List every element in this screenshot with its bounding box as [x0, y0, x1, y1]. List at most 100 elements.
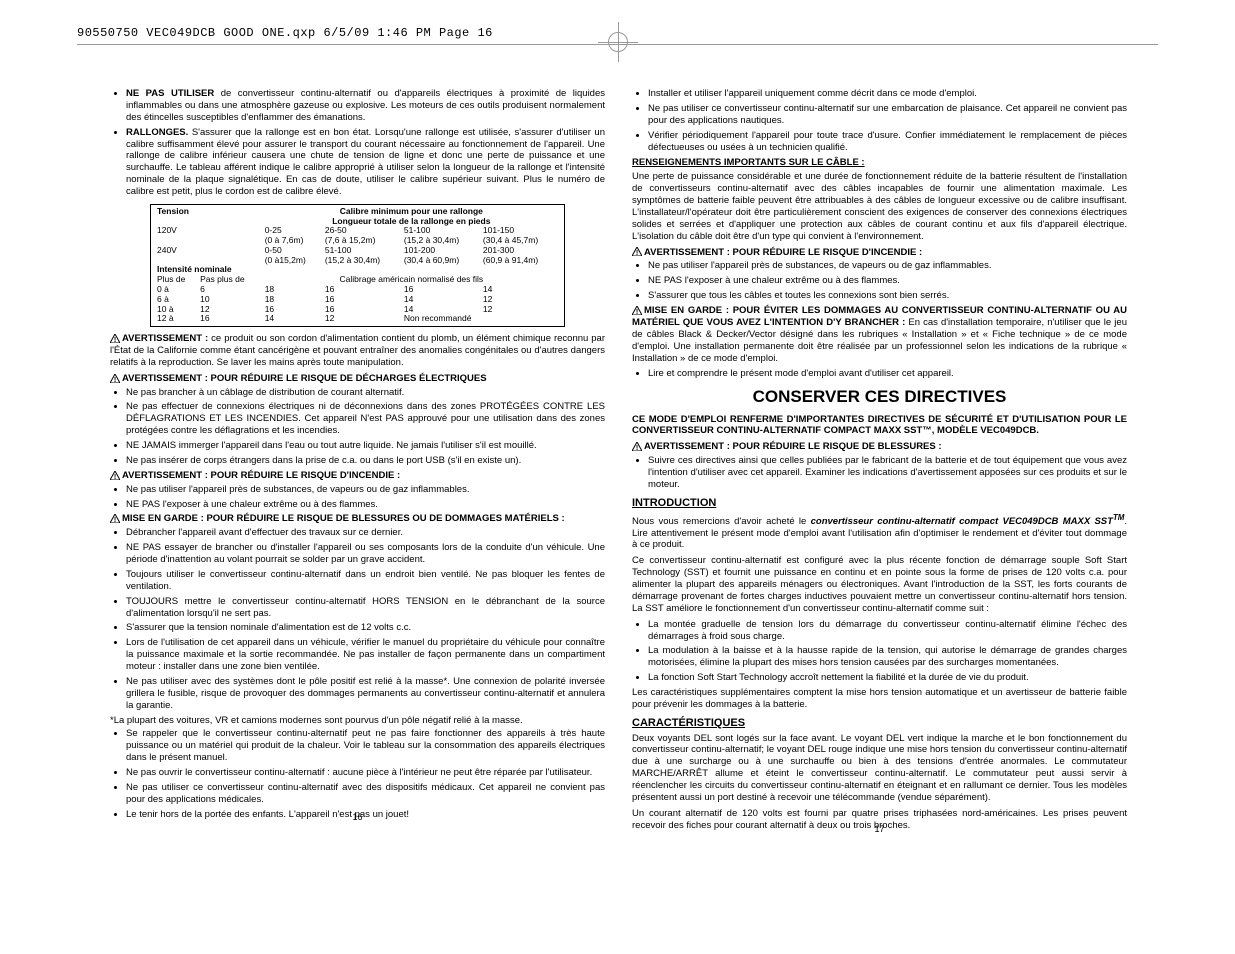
intro-title: INTRODUCTION: [632, 497, 1127, 511]
list-item: La fonction Soft Start Technology accroî…: [648, 672, 1127, 684]
bullets-top-left: NE PAS UTILISER de convertisseur continu…: [110, 88, 605, 198]
warn-fire-title-l: AVERTISSEMENT : POUR RÉDUIRE LE RISQUE D…: [122, 470, 400, 481]
list-item: Ne pas insérer de corps étrangers dans l…: [126, 455, 605, 467]
list-item: La modulation à la baisse et à la hausse…: [648, 645, 1127, 669]
directive-para: CE MODE D'EMPLOI RENFERME D'IMPORTANTES …: [632, 414, 1127, 438]
td-240v: 240V: [155, 246, 263, 266]
list-item: Ne pas utiliser l'appareil près de subst…: [648, 260, 1127, 272]
injury-bullets-2: Se rappeler que le convertisseur continu…: [110, 728, 605, 820]
list-item: Ne pas ouvrir le convertisseur continu-a…: [126, 767, 605, 779]
intro-p1a: Nous vous remercions d'avoir acheté le: [632, 516, 811, 527]
d2: 51-100: [325, 245, 351, 255]
list-item: Ne pas utiliser l'appareil près de subst…: [126, 484, 605, 496]
bless-bullets: Suivre ces directives ainsi que celles p…: [632, 455, 1127, 491]
lead-rallonges: RALLONGES.: [126, 127, 188, 138]
d3: 101-200: [404, 245, 435, 255]
carac-title: CARACTÉRISTIQUES: [632, 717, 1127, 731]
carac-p1: Deux voyants DEL sont logés sur la face …: [632, 733, 1127, 804]
cable-para: Une perte de puissance considérable et u…: [632, 171, 1127, 242]
c1b: (0 à 7,6m): [265, 235, 304, 245]
svg-text:!: !: [636, 445, 638, 451]
warning-icon: !: [110, 471, 120, 480]
c4b: (30,4 à 45,7m): [483, 235, 538, 245]
bullets-top-right: Installer et utiliser l'appareil uniquem…: [632, 88, 1127, 153]
bless-bullet: Suivre ces directives ainsi que celles p…: [648, 455, 1127, 491]
cable-title: RENSEIGNEMENTS IMPORTANTS SUR LE CÂBLE :: [632, 157, 1127, 169]
d2b: (15,2 à 30,4m): [325, 255, 380, 265]
c2b: (7,6 à 15,2m): [325, 235, 376, 245]
tm: TM: [1113, 513, 1124, 522]
list-item: NE PAS essayer de brancher ou d'installe…: [126, 542, 605, 566]
warn-injury-title: MISE EN GARDE : POUR RÉDUIRE LE RISQUE D…: [122, 513, 565, 524]
list-item: Débrancher l'appareil avant d'effectuer …: [126, 527, 605, 539]
list-item: Installer et utiliser l'appareil uniquem…: [648, 88, 1127, 100]
th-longueur: Longueur totale de la rallonge en pieds: [332, 216, 490, 226]
text-rallonges: S'assurer que la rallonge est en bon éta…: [126, 127, 605, 197]
page-number-16: 16: [110, 812, 605, 823]
conserver-title: CONSERVER CES DIRECTIVES: [632, 386, 1127, 407]
list-item: Ne pas brancher à un câblage de distribu…: [126, 387, 605, 399]
page-16: NE PAS UTILISER de convertisseur continu…: [110, 88, 605, 824]
th-tension: Tension: [155, 207, 263, 227]
elec-bullets: Ne pas brancher à un câblage de distribu…: [110, 387, 605, 467]
list-item: Lors de l'utilisation de cet appareil da…: [126, 637, 605, 673]
mise-bullet-list: Lire et comprendre le présent mode d'emp…: [632, 368, 1127, 380]
pas-plus-de: Pas plus de: [198, 275, 263, 285]
warn-elec-title: AVERTISSEMENT : POUR RÉDUIRE LE RISQUE D…: [122, 373, 487, 384]
d1: 0-50: [265, 245, 282, 255]
warn-fire-title-r: AVERTISSEMENT : POUR RÉDUIRE LE RISQUE D…: [644, 247, 922, 258]
d4b: (60,9 à 91,4m): [483, 255, 538, 265]
c1: 0-25: [265, 225, 282, 235]
c3b: (15,2 à 30,4m): [404, 235, 459, 245]
d1b: (0 à15,2m): [265, 255, 306, 265]
list-item: NE PAS l'exposer à une chaleur extrême o…: [648, 275, 1127, 287]
gauge-table: Tension Calibre minimum pour une rallong…: [150, 204, 565, 327]
intro-p2: Ce convertisseur continu-alternatif est …: [632, 555, 1127, 614]
list-item: Ne pas utiliser avec des systèmes dont l…: [126, 676, 605, 712]
warning-icon: !: [110, 374, 120, 383]
list-item: Ne pas utiliser ce convertisseur continu…: [126, 782, 605, 806]
svg-text:!: !: [114, 474, 116, 480]
intro-p3: Les caractéristiques supplémentaires com…: [632, 687, 1127, 711]
warning-icon: !: [110, 334, 120, 343]
warn-lead-label: AVERTISSEMENT :: [122, 333, 208, 344]
warning-icon: !: [110, 514, 120, 523]
list-item: Toujours utiliser le convertisseur conti…: [126, 569, 605, 593]
list-item: Ne pas effectuer de connexions électriqu…: [126, 401, 605, 437]
warn-bless-title: AVERTISSEMENT : POUR RÉDUIRE LE RISQUE D…: [644, 441, 942, 452]
list-item: La montée graduelle de tension lors du d…: [648, 619, 1127, 643]
list-item: S'assurer que tous les câbles et toutes …: [648, 290, 1127, 302]
svg-text:!: !: [636, 309, 638, 315]
c2: 26-50: [325, 225, 347, 235]
svg-text:!: !: [114, 337, 116, 343]
warning-icon: !: [632, 247, 642, 256]
list-item: Se rappeler que le convertisseur continu…: [126, 728, 605, 764]
c4: 101-150: [483, 225, 514, 235]
list-item: NE JAMAIS immerger l'appareil dans l'eau…: [126, 440, 605, 452]
svg-text:!: !: [636, 250, 638, 256]
page-number-17: 17: [632, 824, 1127, 835]
warning-icon: !: [632, 306, 642, 315]
svg-text:!: !: [114, 377, 116, 383]
list-item: Ne pas utiliser ce convertisseur continu…: [648, 103, 1127, 127]
footnote-star: *La plupart des voitures, VR et camions …: [110, 715, 605, 727]
fire-bullets-left: Ne pas utiliser l'appareil près de subst…: [110, 484, 605, 511]
mise-bullet: Lire et comprendre le présent mode d'emp…: [648, 368, 1127, 380]
list-item: NE PAS l'exposer à une chaleur extrême o…: [126, 499, 605, 511]
crop-mark-top: [598, 22, 638, 62]
list-item: S'assurer que la tension nominale d'alim…: [126, 622, 605, 634]
lead-ne-pas-utiliser: NE PAS UTILISER: [126, 88, 214, 99]
list-item: TOUJOURS mettre le convertisseur continu…: [126, 596, 605, 620]
intro-p1b: convertisseur continu-alternatif compact…: [811, 516, 1113, 527]
th-calibre: Calibre minimum pour une rallonge: [340, 206, 483, 216]
warning-icon: !: [632, 442, 642, 451]
td-120v: 120V: [155, 226, 263, 246]
page-17: Installer et utiliser l'appareil uniquem…: [632, 88, 1127, 836]
list-item: Vérifier périodiquement l'appareil pour …: [648, 130, 1127, 154]
svg-text:!: !: [114, 517, 116, 523]
c3: 51-100: [404, 225, 430, 235]
intro-bullets: La montée graduelle de tension lors du d…: [632, 619, 1127, 684]
d4: 201-300: [483, 245, 514, 255]
d3b: (30,4 à 60,9m): [404, 255, 459, 265]
fire-bullets-right: Ne pas utiliser l'appareil près de subst…: [632, 260, 1127, 302]
